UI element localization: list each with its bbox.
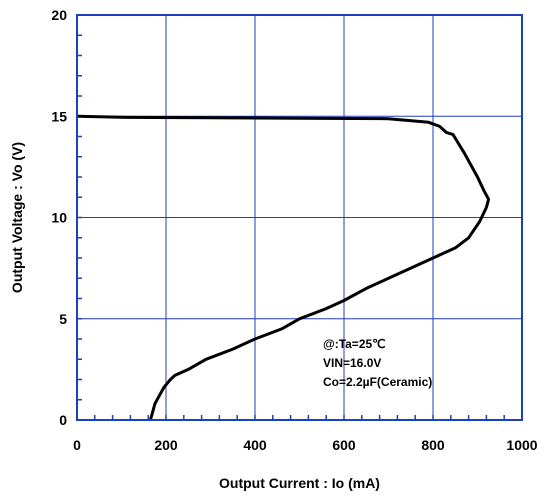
grid — [77, 15, 522, 420]
y-tick-label: 0 — [59, 412, 67, 428]
series-line — [76, 114, 491, 421]
annotation-line-1: @:Ta=25℃ — [323, 337, 386, 351]
annotation-line-2: VIN=16.0V — [323, 356, 381, 370]
annotation-line-3: Co=2.2µF(Ceramic) — [323, 375, 432, 389]
x-tick-label: 200 — [154, 437, 178, 453]
x-tick-label: 800 — [421, 437, 445, 453]
x-tick-label: 400 — [243, 437, 267, 453]
y-tick-label: 10 — [51, 210, 67, 226]
annotation: @:Ta=25℃ VIN=16.0V Co=2.2µF(Ceramic) — [323, 337, 432, 389]
y-tick-label: 5 — [59, 311, 67, 327]
x-tick-label: 600 — [332, 437, 356, 453]
x-tick-label: 1000 — [506, 437, 537, 453]
x-tick-label: 0 — [73, 437, 81, 453]
x-axis-label: Output Current : Io (mA) — [219, 475, 380, 491]
y-axis-label: Output Voltage : Vo (V) — [9, 142, 25, 293]
tick-labels: 0 200 400 600 800 1000 0 5 10 15 20 — [51, 7, 537, 453]
y-tick-label: 15 — [51, 108, 67, 124]
axis-ticks — [77, 34, 505, 420]
plot-frame — [76, 14, 523, 421]
y-tick-label: 20 — [51, 7, 67, 23]
